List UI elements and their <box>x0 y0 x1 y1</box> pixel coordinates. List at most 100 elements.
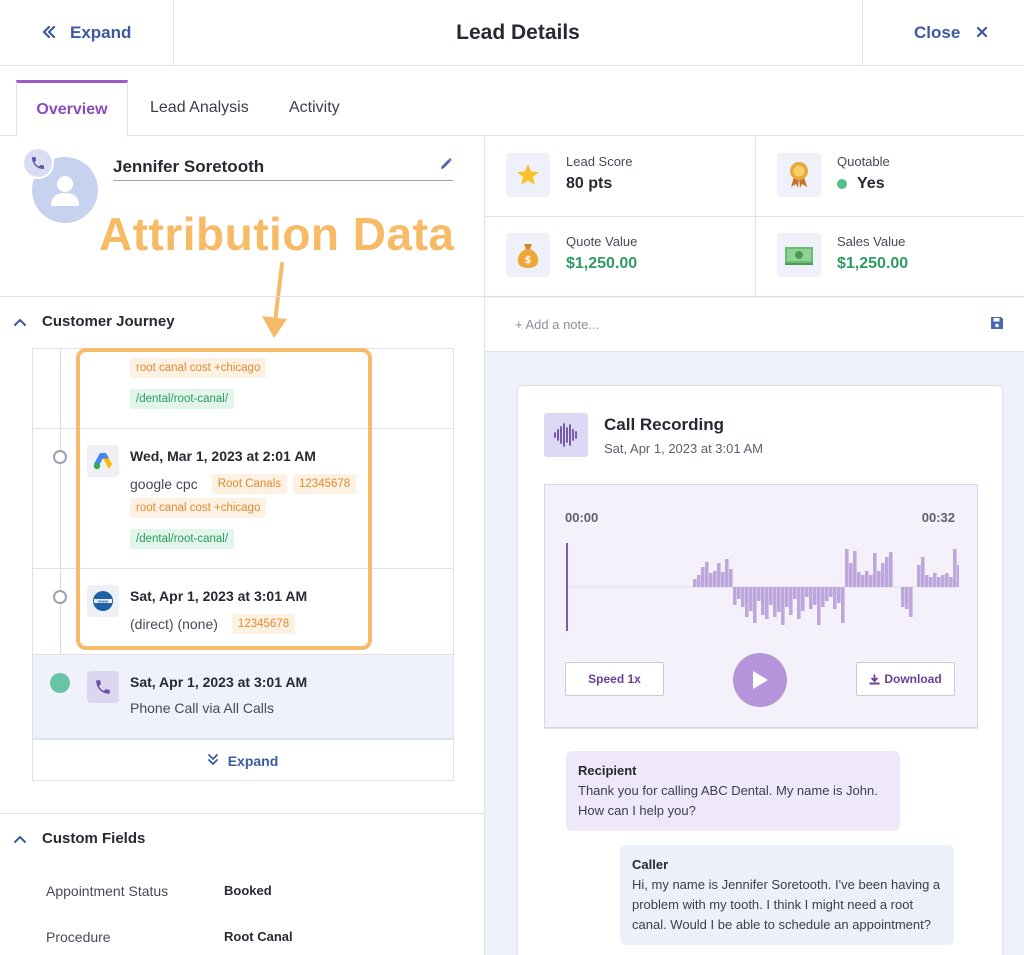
expand-button[interactable]: Expand <box>0 0 174 65</box>
edit-pencil-icon[interactable] <box>439 157 453 176</box>
waveform-bar <box>829 587 833 597</box>
metric-value: 80 pts <box>566 175 613 192</box>
waveform-bar <box>849 563 853 587</box>
message-text: Thank you for calling ABC Dental. My nam… <box>578 783 878 818</box>
speaker-label: Recipient <box>578 763 637 778</box>
waveform-bar <box>881 563 885 587</box>
waveform-bar <box>745 587 749 617</box>
metrics-grid: Lead Score 80 pts Quotable Yes $ Quote V… <box>485 137 1024 297</box>
waveform-bar <box>781 587 785 625</box>
waveform-bar <box>721 572 725 587</box>
waveform-bar <box>905 587 909 609</box>
keyword-tag: root canal cost +chicago <box>130 498 267 518</box>
waveform-bar <box>929 577 933 587</box>
waveform-bar <box>725 559 729 587</box>
tab-overview[interactable]: Overview <box>16 80 128 137</box>
custom-field-row: Procedure Root Canal <box>46 929 293 945</box>
waveform-bar <box>865 571 869 587</box>
close-icon <box>976 23 988 43</box>
waveform-bar <box>753 587 757 623</box>
recording-title: Call Recording <box>604 415 724 434</box>
waveform-bar <box>833 587 837 609</box>
metric-label: Quotable <box>837 154 890 169</box>
close-button[interactable]: Close <box>862 0 1024 65</box>
waveform-bar <box>853 551 857 587</box>
waveform[interactable] <box>565 541 959 633</box>
campaign-tag: Root Canals <box>211 474 288 494</box>
svg-text:www: www <box>98 599 109 603</box>
custom-field-label: Procedure <box>46 929 111 945</box>
transcript-message-caller: Caller Hi, my name is Jennifer Soretooth… <box>620 845 954 945</box>
annotation-arrow-icon <box>262 262 287 338</box>
award-ribbon-icon <box>777 153 821 197</box>
ad-id-tag: 12345678 <box>231 614 296 634</box>
quotable-value: Yes <box>857 175 885 192</box>
audio-player: 00:00 00:32 Speed 1x Download <box>544 484 978 728</box>
chevron-up-icon <box>14 313 26 330</box>
expand-label: Expand <box>70 22 132 42</box>
waveform-bar <box>741 587 745 607</box>
lead-name-field[interactable]: Jennifer Soretooth <box>113 153 453 181</box>
metric-sales-value: Sales Value $1,250.00 <box>755 217 1024 297</box>
download-label: Download <box>884 672 942 686</box>
waveform-bar <box>901 587 905 607</box>
ad-id-tag: 12345678 <box>293 474 357 494</box>
left-panel: Jennifer Soretooth Attribution Data Cust… <box>0 137 485 955</box>
custom-field-value[interactable]: Root Canal <box>224 929 293 944</box>
journey-entry-partial: root canal cost +chicago /dental/root-ca… <box>33 349 453 429</box>
journey-timeline: root canal cost +chicago /dental/root-ca… <box>32 348 454 781</box>
message-text: Hi, my name is Jennifer Soretooth. I've … <box>632 877 941 932</box>
add-note-input[interactable]: + Add a note... <box>485 298 1024 352</box>
google-ads-icon <box>87 445 119 477</box>
tab-lead-analysis[interactable]: Lead Analysis <box>150 99 249 116</box>
play-button[interactable] <box>733 653 787 707</box>
chevron-up-icon <box>14 830 26 847</box>
customer-journey-header[interactable]: Customer Journey <box>0 296 484 346</box>
waveform-bar <box>705 562 709 587</box>
waveform-bar <box>921 557 925 587</box>
tab-bar: Overview Lead Analysis Activity <box>0 66 1024 137</box>
download-button[interactable]: Download <box>856 662 955 696</box>
waveform-bar <box>749 587 753 611</box>
divider <box>544 728 978 729</box>
attribution-annotation: Attribution Data <box>99 208 455 260</box>
svg-text:$: $ <box>525 255 532 266</box>
entry-date: Wed, Mar 1, 2023 at 2:01 AM <box>130 448 316 464</box>
waveform-bar <box>941 575 945 587</box>
customer-journey-title: Customer Journey <box>42 313 175 330</box>
custom-field-value[interactable]: Booked <box>224 883 272 898</box>
phone-icon <box>32 157 44 169</box>
save-icon[interactable] <box>990 316 1004 333</box>
waveform-bar <box>757 587 761 601</box>
waveform-bar <box>697 575 701 587</box>
waveform-bar <box>805 587 809 597</box>
play-icon <box>753 671 768 689</box>
phone-icon <box>87 671 119 703</box>
waveform-bar <box>733 587 737 605</box>
journey-expand-button[interactable]: Expand <box>33 739 453 780</box>
speed-button[interactable]: Speed 1x <box>565 662 664 696</box>
waveform-bar <box>773 587 777 617</box>
tab-activity[interactable]: Activity <box>289 99 340 116</box>
download-icon <box>869 674 880 684</box>
waveform-bar <box>885 557 889 587</box>
time-start: 00:00 <box>565 510 599 525</box>
metric-quotable: Quotable Yes <box>755 137 1024 217</box>
waveform-bar <box>793 587 797 599</box>
timeline-dot <box>53 590 67 604</box>
waveform-bar <box>845 549 849 587</box>
speaker-label: Caller <box>632 857 669 872</box>
waveform-bar <box>789 587 793 615</box>
money-bag-icon: $ <box>506 233 550 277</box>
transcript-message-recipient: Recipient Thank you for calling ABC Dent… <box>566 751 900 831</box>
metric-label: Sales Value <box>837 234 906 249</box>
waveform-bar <box>737 587 741 599</box>
journey-expand-label: Expand <box>227 752 279 769</box>
waveform-bar <box>785 587 789 607</box>
double-chevron-left-icon <box>42 23 56 43</box>
waveform-bar <box>713 571 717 587</box>
custom-fields-header[interactable]: Custom Fields <box>0 813 484 863</box>
waveform-bar <box>909 587 913 617</box>
metric-value: $1,250.00 <box>837 255 909 272</box>
landing-page-tag: /dental/root-canal/ <box>130 529 235 549</box>
